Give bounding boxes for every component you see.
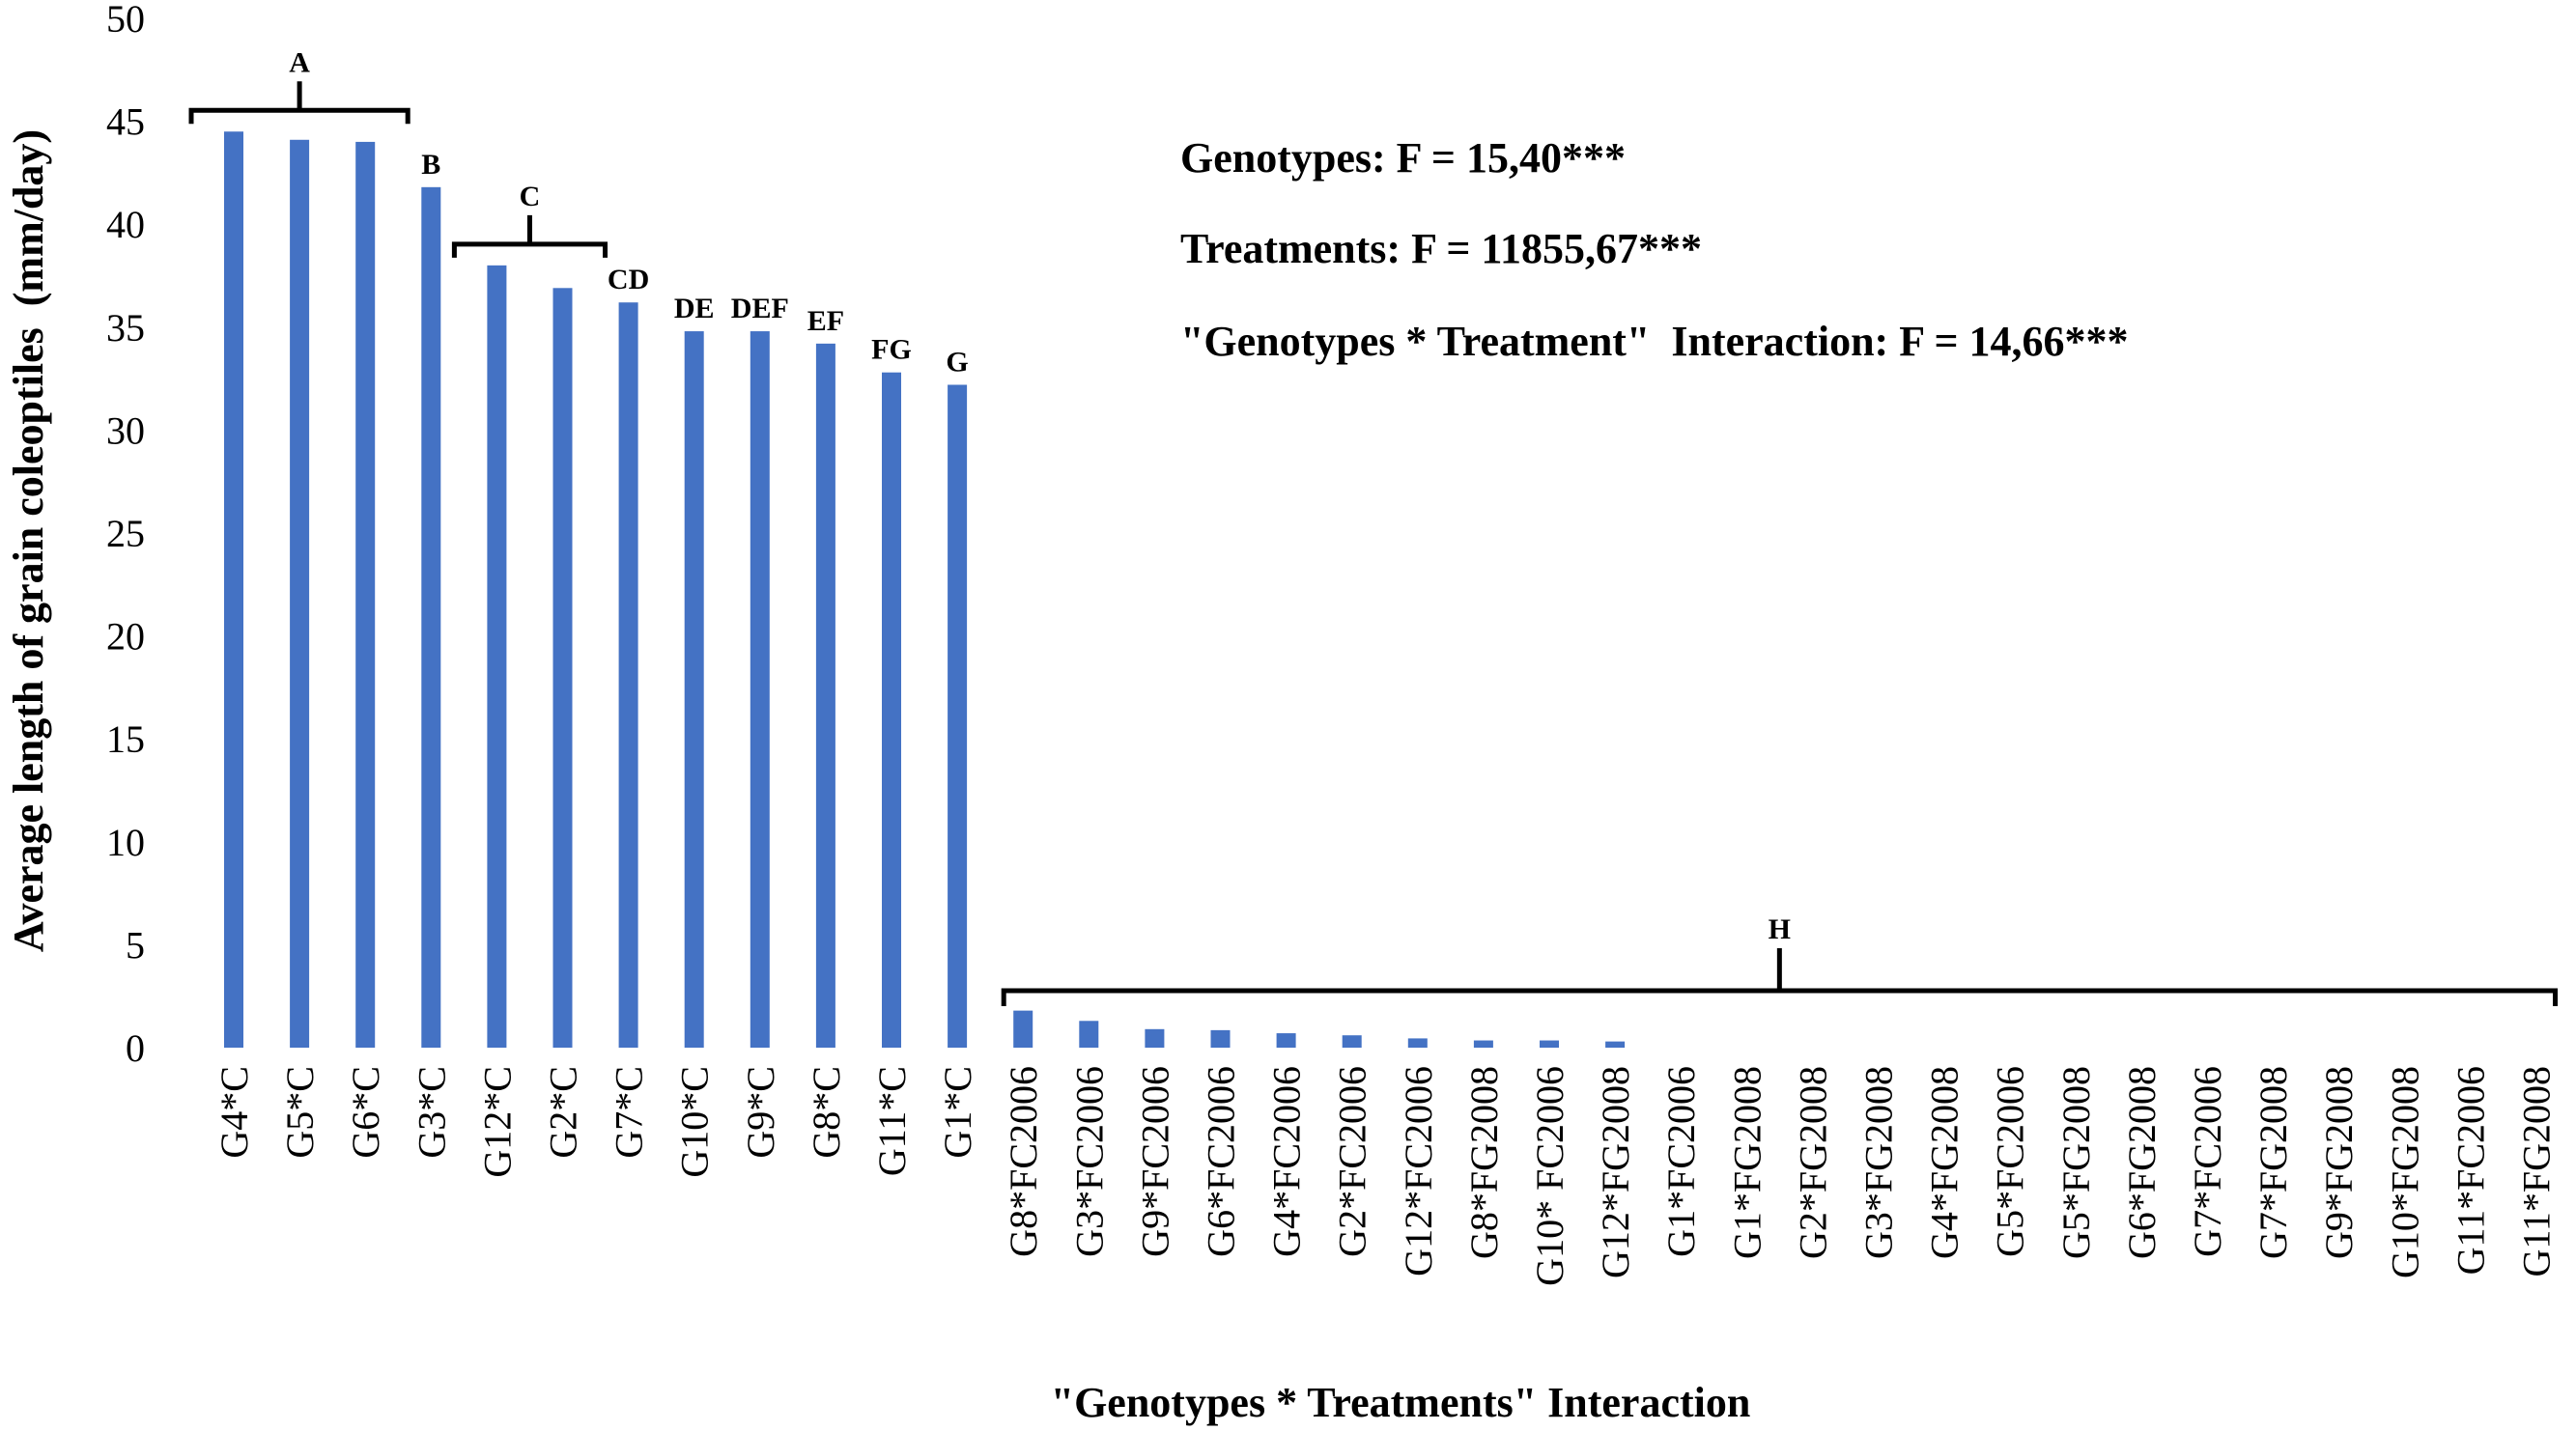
y-axis-title: Average length of grain coleoptiles (mm/…: [5, 129, 52, 952]
group-bracket: [451, 214, 608, 258]
bar: [815, 343, 835, 1049]
group-label: H: [1769, 913, 1791, 945]
bar: [1473, 1040, 1493, 1048]
group-bracket: [188, 81, 410, 125]
bar: [1013, 1010, 1033, 1048]
y-tick-label: 50: [106, 0, 145, 41]
x-tick-label: G3*C: [410, 1066, 453, 1159]
x-tick-label: G1*C: [936, 1066, 979, 1159]
group-label: CD: [608, 264, 649, 295]
group-label: G: [946, 346, 968, 378]
bar: [684, 331, 704, 1049]
x-tick-label: G12*C: [475, 1066, 519, 1178]
y-tick-label: 35: [106, 306, 145, 350]
bars: [224, 131, 1626, 1049]
x-tick-label: G1*FC2006: [1659, 1066, 1703, 1257]
x-tick-label: G6*C: [344, 1066, 387, 1159]
annotation-treatments: Treatments: F = 11855,67***: [1180, 225, 1702, 272]
x-tick-label: G7*FG2008: [2251, 1066, 2295, 1259]
bar: [948, 384, 968, 1049]
x-tick-label: G4*FC2006: [1265, 1066, 1309, 1257]
x-tick-label: G8*C: [805, 1066, 848, 1159]
y-tick-label: 10: [106, 821, 145, 864]
bar: [421, 186, 441, 1049]
x-tick-label: G4*C: [212, 1066, 256, 1159]
x-tick-label: G10* FC2006: [1528, 1066, 1571, 1286]
y-tick-label: 25: [106, 512, 145, 555]
x-tick-label: G5*C: [278, 1066, 322, 1159]
group-label: FG: [871, 334, 912, 366]
x-tick-label: G8*FG2008: [1462, 1066, 1506, 1259]
bar: [1407, 1038, 1428, 1048]
x-tick-label: G11*FG2008: [2515, 1066, 2559, 1277]
bar: [290, 139, 310, 1049]
bar: [882, 372, 901, 1049]
bar: [552, 288, 573, 1048]
x-tick-label: G1*FG2008: [1725, 1066, 1769, 1259]
x-axis-labels: G4*C G5*C G6*C G3*C G12*C G2*C G7*C G10*C G9*C G8…: [212, 1066, 2559, 1286]
annotation-interaction: "Genotypes * Treatment" Interaction: F =…: [1180, 318, 2129, 365]
y-axis: 0 5 10 15 20 25 30 35 40 45 50: [106, 0, 145, 1070]
group-label: B: [421, 149, 440, 181]
x-tick-label: G12*FC2006: [1397, 1066, 1440, 1277]
bar: [1605, 1041, 1626, 1048]
bar: [1079, 1021, 1099, 1048]
x-tick-label: G3*FC2006: [1067, 1066, 1111, 1257]
y-tick-label: 5: [126, 923, 145, 967]
x-tick-label: G9*FC2006: [1133, 1066, 1176, 1257]
x-tick-label: G2*C: [542, 1066, 585, 1159]
bar: [1276, 1033, 1296, 1048]
y-tick-label: 20: [106, 615, 145, 659]
group-label: C: [520, 181, 541, 212]
x-tick-label: G12*FG2008: [1594, 1066, 1637, 1278]
y-tick-label: 0: [126, 1026, 145, 1070]
x-tick-label: G9*C: [739, 1066, 782, 1159]
x-tick-label: G8*FC2006: [1002, 1066, 1045, 1257]
x-tick-label: G5*FG2008: [2054, 1066, 2098, 1259]
group-label: A: [289, 46, 310, 78]
x-tick-label: G9*FG2008: [2317, 1066, 2361, 1259]
x-tick-label: G11*FC2006: [2449, 1066, 2492, 1275]
group-label: DE: [674, 293, 715, 324]
group-label: DEF: [731, 293, 789, 324]
statistics-annotations: Genotypes: F = 15,40*** Treatments: F = …: [1180, 134, 2129, 365]
x-tick-label: G4*FG2008: [1923, 1066, 1967, 1259]
x-tick-label: G3*FG2008: [1857, 1066, 1901, 1259]
x-tick-label: G6*FG2008: [2120, 1066, 2164, 1259]
x-tick-label: G5*FC2006: [1989, 1066, 2032, 1257]
x-tick-label: G2*FC2006: [1331, 1066, 1374, 1257]
bar: [1540, 1040, 1559, 1048]
bar: [1210, 1029, 1231, 1048]
x-tick-label: G7*FC2006: [2186, 1066, 2229, 1257]
x-tick-label: G10*C: [673, 1066, 717, 1178]
bar: [1342, 1035, 1362, 1048]
group-bracket: [1001, 948, 2558, 1006]
y-tick-label: 15: [106, 717, 145, 761]
bar: [618, 302, 638, 1048]
significance-groups: A B C CD DE DEF EF FG G H: [188, 46, 2558, 1006]
y-tick-label: 45: [106, 100, 145, 144]
x-axis-title: "Genotypes * Treatments" Interaction: [1051, 1379, 1751, 1426]
annotation-genotypes: Genotypes: F = 15,40***: [1180, 134, 1626, 182]
x-tick-label: G7*C: [608, 1066, 651, 1159]
bar: [487, 265, 507, 1049]
bar: [224, 131, 243, 1048]
bar: [355, 141, 376, 1049]
y-tick-label: 30: [106, 408, 145, 452]
bar: [1145, 1028, 1165, 1048]
x-tick-label: G2*FG2008: [1791, 1066, 1834, 1259]
group-label: EF: [807, 305, 844, 337]
x-tick-label: G6*FC2006: [1200, 1066, 1243, 1257]
x-tick-label: G10*FG2008: [2383, 1066, 2426, 1278]
bar: [750, 331, 770, 1049]
x-tick-label: G11*C: [870, 1066, 914, 1176]
y-tick-label: 40: [106, 203, 145, 246]
